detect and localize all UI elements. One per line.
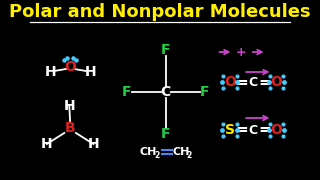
Text: 2: 2 bbox=[187, 152, 192, 161]
Point bbox=[282, 81, 287, 84]
Text: 2: 2 bbox=[154, 152, 159, 161]
Point bbox=[267, 129, 272, 131]
Point bbox=[267, 123, 272, 125]
Point bbox=[267, 135, 272, 138]
Text: =: = bbox=[235, 75, 248, 89]
Point bbox=[267, 81, 272, 84]
Point bbox=[281, 87, 286, 89]
Point bbox=[220, 129, 225, 131]
Text: O: O bbox=[271, 75, 283, 89]
Point bbox=[281, 135, 286, 138]
Text: F: F bbox=[200, 85, 210, 99]
Point bbox=[267, 75, 272, 77]
Point bbox=[281, 123, 286, 125]
Text: =: = bbox=[235, 123, 248, 138]
Text: O: O bbox=[64, 60, 76, 74]
Text: C: C bbox=[249, 75, 258, 89]
Text: F: F bbox=[161, 127, 171, 141]
Text: =: = bbox=[259, 123, 271, 138]
Point bbox=[235, 129, 240, 131]
Text: B: B bbox=[65, 121, 76, 135]
Text: CH: CH bbox=[140, 147, 157, 157]
Text: =: = bbox=[259, 75, 271, 89]
Text: C: C bbox=[161, 85, 171, 99]
Text: H: H bbox=[88, 137, 99, 151]
Text: F: F bbox=[122, 85, 132, 99]
Text: C: C bbox=[249, 123, 258, 136]
Point bbox=[73, 58, 78, 61]
Text: S: S bbox=[225, 123, 235, 137]
Point bbox=[234, 123, 239, 125]
Point bbox=[234, 135, 239, 138]
Text: O: O bbox=[271, 123, 283, 137]
Point bbox=[221, 123, 226, 125]
Point bbox=[62, 58, 67, 61]
Point bbox=[282, 129, 287, 131]
Text: F: F bbox=[161, 43, 171, 57]
Point bbox=[281, 75, 286, 77]
Text: H: H bbox=[63, 99, 75, 113]
Text: O: O bbox=[224, 75, 236, 89]
Text: H: H bbox=[41, 137, 52, 151]
Point bbox=[267, 87, 272, 89]
Point bbox=[234, 87, 239, 89]
Text: H: H bbox=[84, 65, 96, 79]
Point bbox=[235, 81, 240, 84]
Text: Polar and Nonpolar Molecules: Polar and Nonpolar Molecules bbox=[9, 3, 311, 21]
Point bbox=[71, 57, 76, 59]
Point bbox=[220, 81, 225, 84]
Point bbox=[221, 87, 226, 89]
Text: +: + bbox=[236, 46, 246, 58]
Point bbox=[234, 75, 239, 77]
Point bbox=[221, 75, 226, 77]
Text: H: H bbox=[44, 65, 56, 79]
Point bbox=[64, 57, 69, 59]
Text: CH: CH bbox=[173, 147, 190, 157]
Point bbox=[221, 135, 226, 138]
